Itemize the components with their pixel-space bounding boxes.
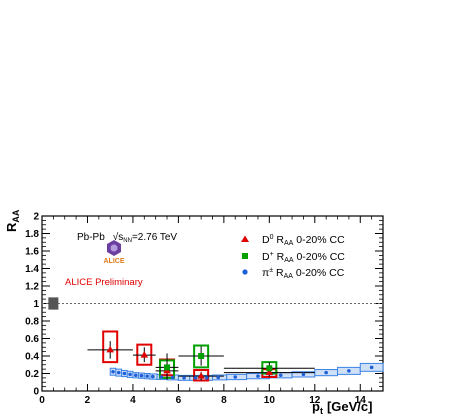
x-tick-label: 0	[39, 395, 45, 406]
dplus-marker	[164, 364, 171, 371]
svg-text:D0 RAA 0-20% CC: D0 RAA 0-20% CC	[262, 234, 345, 247]
global-uncertainty-box	[48, 297, 59, 310]
legend-dplus-suffix: R	[274, 251, 285, 263]
y-tick-label: 0.2	[25, 369, 39, 380]
pion-marker	[324, 370, 328, 375]
legend-pion-sub: AA	[284, 273, 294, 280]
legend-marker-dplus	[242, 253, 248, 259]
legend-dplus-sub: AA	[284, 257, 294, 264]
y-tick-label: 1	[33, 299, 39, 310]
legend-dplus-tail: 0-20% CC	[294, 251, 346, 263]
y-tick-label: 0.8	[25, 317, 39, 328]
y-axis-label: R	[4, 222, 19, 232]
pion-marker	[139, 373, 144, 378]
x-axis-unit: [GeV/c]	[327, 399, 373, 414]
x-tick-label: 4	[130, 395, 136, 406]
energy-sub: NN	[123, 238, 132, 244]
system-text: Pb-Pb	[77, 232, 105, 243]
x-tick-label: 8	[221, 395, 227, 406]
pion-marker	[116, 370, 121, 375]
pion-marker	[347, 369, 351, 373]
pion-marker	[233, 375, 238, 379]
y-tick-label: 1.6	[25, 247, 39, 258]
pion-marker	[170, 375, 175, 380]
legend-marker-pion	[242, 269, 248, 275]
legend-pion-tail: 0-20% CC	[293, 267, 345, 279]
pion-systematic-band	[109, 362, 384, 381]
pion-marker	[159, 375, 164, 379]
d0-marker	[140, 351, 149, 358]
d0-marker	[106, 345, 114, 353]
x-tick-label: 2	[85, 395, 91, 406]
y-tick-label: 1.8	[25, 229, 39, 240]
y-tick-label: 0.6	[25, 334, 39, 345]
energy-symbol: √s	[113, 231, 124, 243]
legend-entry-pion: π± RAA 0-20% CC	[242, 267, 345, 280]
x-tick-label: 14	[355, 395, 367, 406]
pion-marker	[182, 376, 186, 380]
legend-entry-d0: D0 RAA 0-20% CC	[241, 234, 345, 247]
y-axis-label-sub: AA	[11, 209, 21, 222]
x-tick-label: 12	[309, 395, 321, 406]
data-markers	[106, 345, 374, 380]
legend-d0-tail: 0-20% CC	[293, 234, 345, 246]
pion-marker	[369, 365, 374, 370]
x-tick-label: 6	[176, 395, 182, 406]
legend-d0-base: D	[262, 234, 270, 246]
pion-marker	[111, 369, 115, 374]
legend-d0-suffix: R	[274, 234, 285, 246]
y-tick-label: 2	[33, 212, 39, 223]
pion-marker	[145, 374, 149, 378]
x-axis-label-sub: t	[320, 406, 323, 414]
legend-pion-sup: ±	[269, 267, 273, 274]
x-axis-label: p	[312, 399, 320, 414]
alice-logo: ALICE	[104, 240, 125, 265]
legend-dplus-base: D	[262, 251, 270, 263]
legend-d0-sub: AA	[284, 240, 294, 247]
svg-text:π± RAA 0-20% CC: π± RAA 0-20% CC	[262, 267, 345, 280]
pion-marker	[133, 373, 138, 378]
svg-text:D+ RAA 0-20% CC: D+ RAA 0-20% CC	[262, 251, 345, 264]
alice-logo-text: ALICE	[104, 258, 125, 265]
pion-marker	[301, 372, 306, 377]
energy-value: =2.76 TeV	[132, 232, 177, 243]
dplus-marker	[198, 353, 205, 359]
axis-ticks: 0 2 4 6 8 10 12 14 0 0.2 0.4 0.6 0.8 1 1.2 1.4 1.6 1.8 2	[25, 212, 384, 406]
dplus-marker	[266, 365, 273, 372]
pion-marker	[151, 374, 155, 379]
y-tick-label: 0.4	[25, 352, 39, 363]
y-tick-label: 1.4	[25, 264, 39, 275]
legend-pion-suffix: R	[273, 267, 284, 279]
y-axis-title: RAA	[4, 209, 21, 232]
pion-marker	[193, 376, 198, 380]
legend-pion-base: π	[262, 267, 269, 279]
legend-entry-dplus: D+ RAA 0-20% CC	[242, 251, 345, 264]
y-tick-label: 0	[33, 387, 39, 398]
pion-marker	[128, 372, 132, 377]
pion-marker	[216, 375, 220, 380]
pion-marker	[256, 374, 260, 378]
legend-dplus-sup: +	[270, 251, 274, 258]
y-tick-label: 1.2	[25, 282, 39, 293]
d0-marker	[265, 368, 274, 376]
legend: D0 RAA 0-20% CC D+ RAA 0-20% CC π± RAA 0…	[241, 234, 345, 280]
d0-sys-box	[102, 330, 119, 364]
legend-marker-d0	[241, 235, 249, 242]
preliminary-label: ALICE Preliminary	[65, 277, 143, 288]
system-label: Pb-Pb √sNN=2.76 TeV	[77, 231, 177, 244]
pion-marker	[278, 373, 283, 378]
pion-marker	[205, 376, 209, 380]
d0-marker	[197, 372, 205, 379]
reference-line	[42, 297, 383, 310]
pion-marker	[122, 371, 127, 376]
x-axis-title: pt [GeV/c]	[312, 399, 372, 414]
x-tick-label: 10	[264, 395, 276, 406]
legend-d0-sup: 0	[270, 234, 274, 241]
